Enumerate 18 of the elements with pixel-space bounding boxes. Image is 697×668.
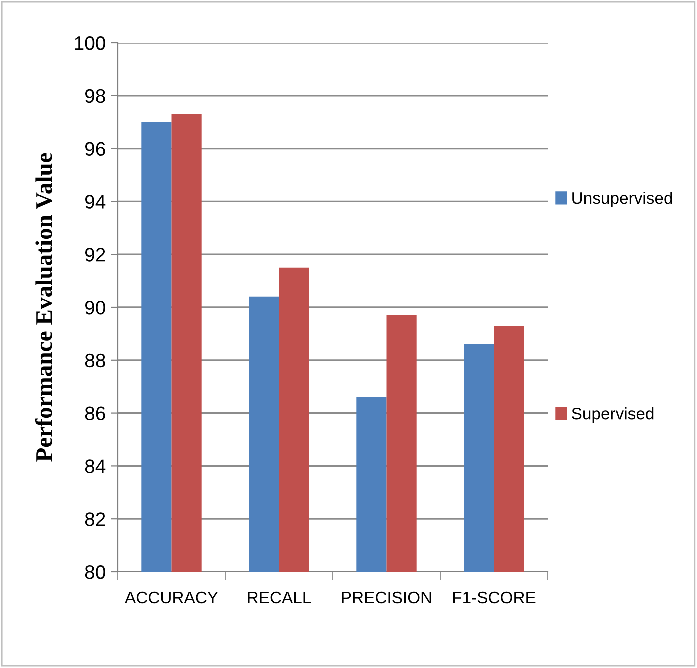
legend-label: Supervised [572, 408, 654, 424]
legend-label: Unsupervised [572, 192, 672, 208]
y-tick-label: 96 [85, 142, 106, 156]
y-tick-label: 94 [85, 195, 106, 209]
x-tick-label: F1-SCORE [453, 592, 536, 604]
y-tick-label: 92 [85, 248, 106, 262]
y-axis-title: Performance Evaluation Value [35, 153, 52, 462]
x-tick-label: RECALL [248, 592, 312, 604]
y-tick-label: 82 [85, 512, 106, 526]
y-tick-label: 86 [85, 406, 106, 421]
x-tick-label: ACCURACY [125, 592, 218, 604]
y-tick-label: 88 [85, 354, 106, 368]
y-tick-label: 84 [85, 460, 106, 474]
y-tick-label: 80 [85, 565, 106, 580]
y-tick-label: 90 [85, 300, 106, 315]
x-tick-label: PRECISION [342, 592, 432, 604]
y-tick-label: 100 [75, 36, 106, 50]
y-tick-label: 98 [85, 89, 106, 104]
